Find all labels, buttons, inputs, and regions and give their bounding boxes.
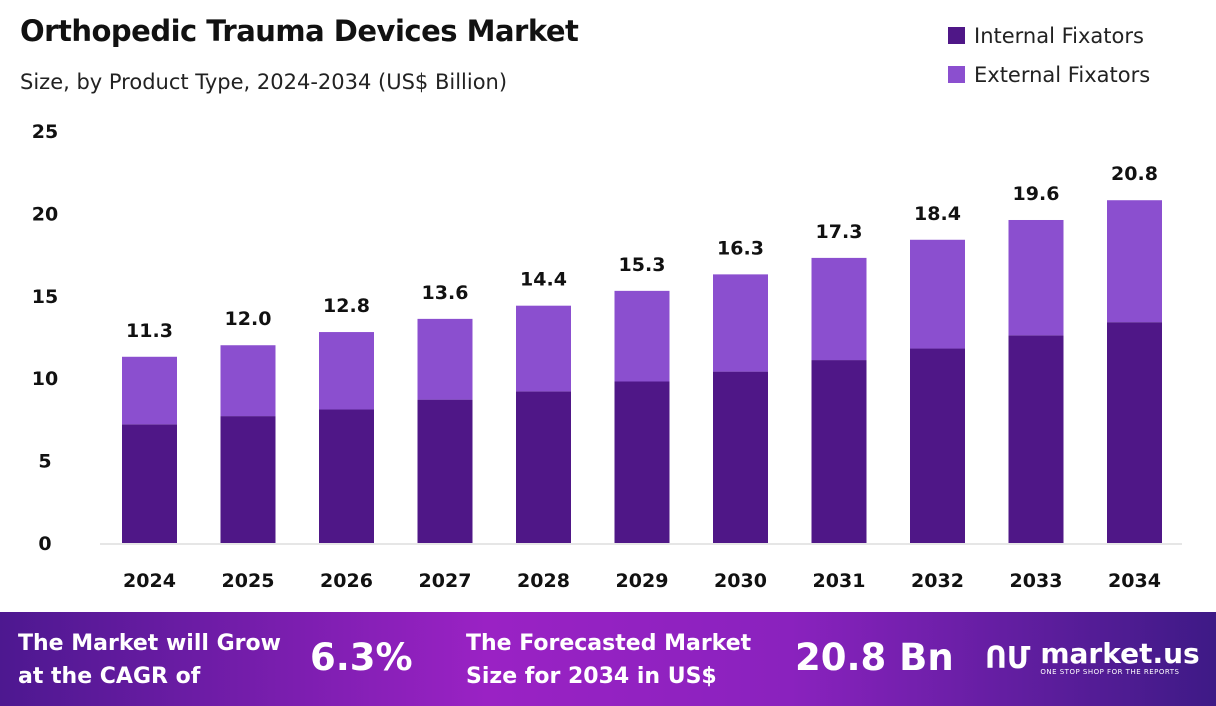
logo-tagline: ONE STOP SHOP FOR THE REPORTS <box>1040 668 1180 676</box>
bar-segment-internal <box>713 371 768 543</box>
legend-label: Internal Fixators <box>974 23 1144 48</box>
cagr-value: 6.3% <box>310 636 413 679</box>
x-tick-label: 2029 <box>616 570 669 592</box>
forecast-label: The Forecasted Market Size for 2034 in U… <box>466 627 751 693</box>
bar-segment-external <box>1107 200 1162 323</box>
market-us-logo: ՈՄ market.us ONE STOP SHOP FOR THE REPOR… <box>985 637 1200 677</box>
y-tick-label: 0 <box>38 533 51 555</box>
bar-segment-external <box>614 290 670 382</box>
total-data-label: 12.8 <box>323 295 370 317</box>
bar-segment-external <box>516 305 571 392</box>
x-tick-label: 2024 <box>123 570 176 592</box>
bar-segment-internal <box>1107 322 1162 543</box>
bar-segment-external <box>811 257 867 361</box>
y-tick-label: 25 <box>32 121 58 143</box>
bar-segment-external <box>713 274 768 372</box>
x-tick-label: 2026 <box>320 570 373 592</box>
bar-segment-external <box>122 356 177 425</box>
x-tick-label: 2032 <box>911 570 964 592</box>
y-tick-label: 10 <box>32 368 58 390</box>
x-tick-label: 2025 <box>222 570 275 592</box>
y-tick-label: 20 <box>32 203 58 225</box>
bar-segment-internal <box>220 416 276 543</box>
forecast-label-line: Size for 2034 in US$ <box>466 664 717 689</box>
bar-segment-internal <box>417 399 473 543</box>
x-tick-label: 2030 <box>714 570 767 592</box>
bar-segment-external <box>220 345 276 417</box>
total-data-label: 17.3 <box>816 221 863 243</box>
total-data-label: 19.6 <box>1013 183 1060 205</box>
x-tick-label: 2033 <box>1010 570 1063 592</box>
total-data-label: 11.3 <box>126 320 173 342</box>
bar-segment-internal <box>811 360 867 543</box>
legend: Internal Fixators External Fixators <box>948 16 1150 94</box>
bar-segment-external <box>1008 219 1064 336</box>
x-tick-label: 2027 <box>419 570 472 592</box>
forecast-value: 20.8 Bn <box>795 636 954 679</box>
total-data-label: 18.4 <box>914 203 961 225</box>
logo-icon: ՈՄ <box>985 640 1031 676</box>
chart-subtitle: Size, by Product Type, 2024-2034 (US$ Bi… <box>20 70 508 94</box>
x-tick-label: 2028 <box>517 570 570 592</box>
legend-item-external: External Fixators <box>948 55 1150 94</box>
bar-segment-internal <box>319 409 374 543</box>
legend-swatch <box>948 27 965 44</box>
total-data-label: 16.3 <box>717 237 764 259</box>
bar-segment-external <box>910 239 965 349</box>
cagr-label: The Market will Grow at the CAGR of <box>18 627 281 693</box>
bar-segment-internal <box>1008 335 1064 543</box>
bar-segment-internal <box>122 424 177 543</box>
total-data-label: 12.0 <box>225 308 272 330</box>
legend-item-internal: Internal Fixators <box>948 16 1150 55</box>
legend-swatch <box>948 66 965 83</box>
forecast-label-line: The Forecasted Market <box>466 631 752 656</box>
footer-banner: The Market will Grow at the CAGR of 6.3%… <box>0 612 1216 706</box>
bar-chart: 051015202511.3202412.0202512.8202613.620… <box>32 121 1182 592</box>
bar-segment-external <box>319 332 374 410</box>
total-data-label: 13.6 <box>422 282 469 304</box>
total-data-label: 14.4 <box>520 269 567 291</box>
bar-segment-external <box>417 318 473 400</box>
total-data-label: 15.3 <box>619 254 666 276</box>
bar-segment-internal <box>614 381 670 543</box>
total-data-label: 20.8 <box>1111 163 1158 185</box>
chart-title: Orthopedic Trauma Devices Market <box>20 14 579 48</box>
y-tick-label: 5 <box>38 451 51 473</box>
legend-label: External Fixators <box>974 62 1151 87</box>
bar-segment-internal <box>910 348 965 543</box>
cagr-label-line: The Market will Grow <box>18 631 281 656</box>
x-tick-label: 2034 <box>1108 570 1161 592</box>
cagr-label-line: at the CAGR of <box>18 664 201 689</box>
x-tick-label: 2031 <box>813 570 866 592</box>
logo-name: market.us <box>1040 637 1200 670</box>
bar-segment-internal <box>516 391 571 543</box>
y-tick-label: 15 <box>32 286 58 308</box>
